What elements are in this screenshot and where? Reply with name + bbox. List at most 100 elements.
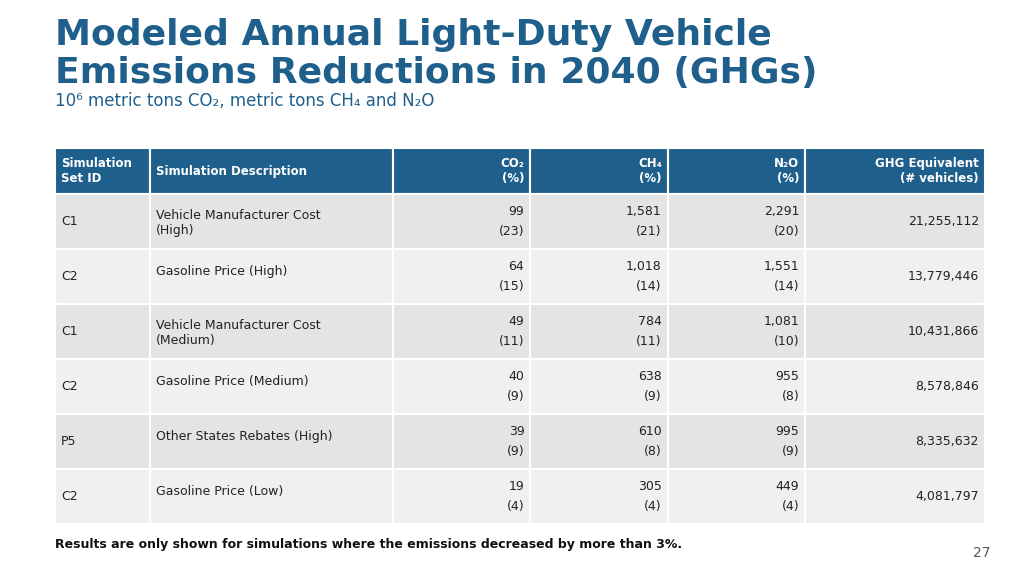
Text: 21,255,112: 21,255,112 (907, 215, 979, 228)
Text: (21): (21) (636, 225, 662, 238)
Text: 305: 305 (638, 480, 662, 492)
Text: CO₂
(%): CO₂ (%) (501, 157, 524, 185)
Text: (4): (4) (507, 501, 524, 513)
Text: 1,018: 1,018 (626, 260, 662, 272)
Text: 27: 27 (973, 546, 990, 560)
Text: C1: C1 (61, 215, 78, 228)
Text: (14): (14) (636, 281, 662, 293)
Bar (668, 148, 805, 194)
Text: 99: 99 (509, 204, 524, 218)
Text: 784: 784 (638, 314, 662, 328)
Bar (55, 249, 151, 304)
Text: 10⁶ metric tons CO₂, metric tons CH₄ and N₂O: 10⁶ metric tons CO₂, metric tons CH₄ and… (55, 92, 434, 110)
Text: (23): (23) (499, 225, 524, 238)
Bar (393, 148, 530, 194)
Text: (8): (8) (781, 391, 799, 403)
Text: 995: 995 (775, 425, 799, 438)
Text: 64: 64 (509, 260, 524, 272)
Text: Simulation
Set ID: Simulation Set ID (61, 157, 132, 185)
Bar (151, 414, 393, 469)
Text: Simulation Description: Simulation Description (156, 165, 307, 177)
Bar (55, 194, 151, 249)
Bar (805, 194, 985, 249)
Bar (55, 148, 151, 194)
Bar (668, 304, 805, 359)
Text: C2: C2 (61, 490, 78, 503)
Bar (151, 194, 393, 249)
Text: (9): (9) (644, 391, 662, 403)
Bar (393, 304, 530, 359)
Text: 13,779,446: 13,779,446 (907, 270, 979, 283)
Text: 2,291: 2,291 (764, 204, 799, 218)
Text: C2: C2 (61, 270, 78, 283)
Bar (805, 469, 985, 524)
Text: Gasoline Price (Low): Gasoline Price (Low) (156, 485, 284, 498)
Bar (151, 359, 393, 414)
Text: N₂O
(%): N₂O (%) (774, 157, 799, 185)
Text: Gasoline Price (Medium): Gasoline Price (Medium) (156, 375, 308, 388)
Text: 449: 449 (775, 480, 799, 492)
Text: 10,431,866: 10,431,866 (907, 325, 979, 338)
Bar (151, 148, 393, 194)
Bar (55, 469, 151, 524)
Bar (805, 304, 985, 359)
Text: 8,335,632: 8,335,632 (915, 435, 979, 448)
Text: Vehicle Manufacturer Cost: Vehicle Manufacturer Cost (156, 209, 321, 222)
Text: P5: P5 (61, 435, 77, 448)
Text: Vehicle Manufacturer Cost: Vehicle Manufacturer Cost (156, 319, 321, 332)
Text: (9): (9) (507, 445, 524, 458)
Bar (530, 469, 668, 524)
Text: Results are only shown for simulations where the emissions decreased by more tha: Results are only shown for simulations w… (55, 538, 682, 551)
Bar (668, 414, 805, 469)
Bar (393, 194, 530, 249)
Text: GHG Equivalent
(# vehicles): GHG Equivalent (# vehicles) (876, 157, 979, 185)
Text: 1,581: 1,581 (626, 204, 662, 218)
Bar (55, 359, 151, 414)
Bar (805, 249, 985, 304)
Text: (4): (4) (644, 501, 662, 513)
Text: 4,081,797: 4,081,797 (915, 490, 979, 503)
Text: (9): (9) (781, 445, 799, 458)
Text: (8): (8) (644, 445, 662, 458)
Text: CH₄
(%): CH₄ (%) (638, 157, 662, 185)
Text: (High): (High) (156, 225, 195, 237)
Text: C2: C2 (61, 380, 78, 393)
Text: Modeled Annual Light-Duty Vehicle: Modeled Annual Light-Duty Vehicle (55, 18, 772, 52)
Text: (14): (14) (774, 281, 799, 293)
Text: 49: 49 (509, 314, 524, 328)
Bar (530, 359, 668, 414)
Bar (55, 414, 151, 469)
Text: 610: 610 (638, 425, 662, 438)
Bar (530, 304, 668, 359)
Bar (393, 414, 530, 469)
Text: (9): (9) (507, 391, 524, 403)
Bar (151, 469, 393, 524)
Text: (10): (10) (773, 335, 799, 348)
Bar (668, 359, 805, 414)
Text: (Medium): (Medium) (156, 335, 216, 347)
Text: (15): (15) (499, 281, 524, 293)
Text: Emissions Reductions in 2040 (GHGs): Emissions Reductions in 2040 (GHGs) (55, 56, 817, 90)
Bar (805, 148, 985, 194)
Text: (11): (11) (636, 335, 662, 348)
Text: (20): (20) (773, 225, 799, 238)
Text: 955: 955 (775, 370, 799, 382)
Text: (4): (4) (781, 501, 799, 513)
Bar (55, 304, 151, 359)
Text: Other States Rebates (High): Other States Rebates (High) (156, 430, 333, 443)
Text: 1,081: 1,081 (764, 314, 799, 328)
Bar (668, 249, 805, 304)
Bar (151, 249, 393, 304)
Text: 40: 40 (509, 370, 524, 382)
Text: 638: 638 (638, 370, 662, 382)
Text: Gasoline Price (High): Gasoline Price (High) (156, 265, 288, 278)
Bar (530, 414, 668, 469)
Bar (393, 469, 530, 524)
Bar (668, 194, 805, 249)
Bar (393, 359, 530, 414)
Bar (668, 469, 805, 524)
Text: 1,551: 1,551 (764, 260, 799, 272)
Text: 8,578,846: 8,578,846 (915, 380, 979, 393)
Bar (530, 249, 668, 304)
Text: 39: 39 (509, 425, 524, 438)
